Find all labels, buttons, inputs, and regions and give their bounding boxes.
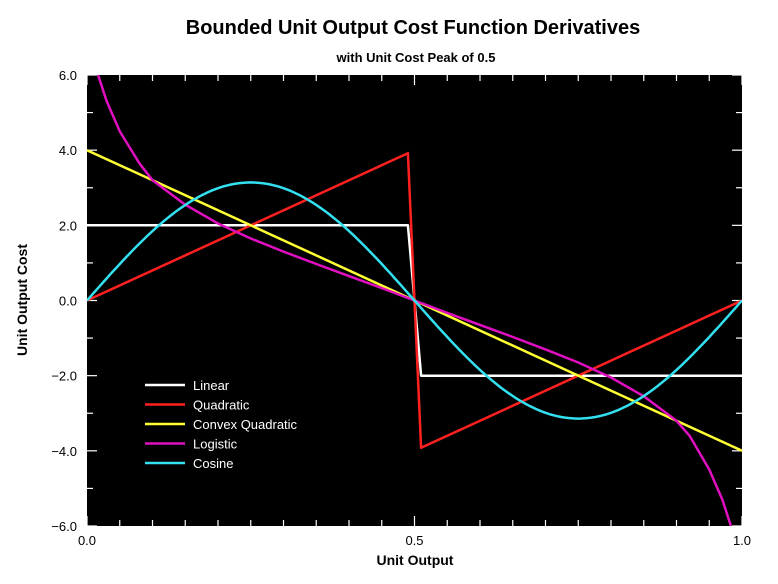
legend: Linear Quadratic Convex Quadratic Logistic C… <box>145 378 298 471</box>
series-lines <box>87 75 742 526</box>
y-tick-label: 4.0 <box>59 143 77 158</box>
axis-ticks <box>86 74 743 527</box>
y-axis-label: Unit Output Cost <box>14 244 30 356</box>
chart-subtitle: with Unit Cost Peak of 0.5 <box>336 50 496 65</box>
legend-label: Convex Quadratic <box>193 417 298 432</box>
legend-label: Quadratic <box>193 398 250 413</box>
legend-label: Logistic <box>193 437 238 452</box>
y-tick-label: 2.0 <box>59 218 77 233</box>
x-tick-label: 0.0 <box>78 533 96 548</box>
y-tick-label: 0.0 <box>59 294 77 309</box>
x-tick-label: 0.5 <box>405 533 423 548</box>
legend-label: Cosine <box>193 456 233 471</box>
tick-labels: 0.0 0.5 1.0 6.0 4.0 2.0 0.0 −2.0 −4.0 −6.0 <box>51 68 751 548</box>
x-tick-label: 1.0 <box>733 533 751 548</box>
chart-title: Bounded Unit Output Cost Function Deriva… <box>186 17 640 39</box>
y-tick-label: −6.0 <box>51 519 77 534</box>
x-axis-label: Unit Output <box>377 552 454 568</box>
y-tick-label: −4.0 <box>51 444 77 459</box>
series-line-cosine <box>87 181 742 420</box>
y-tick-label: 6.0 <box>59 68 77 83</box>
y-tick-label: −2.0 <box>51 369 77 384</box>
legend-label: Linear <box>193 378 230 393</box>
